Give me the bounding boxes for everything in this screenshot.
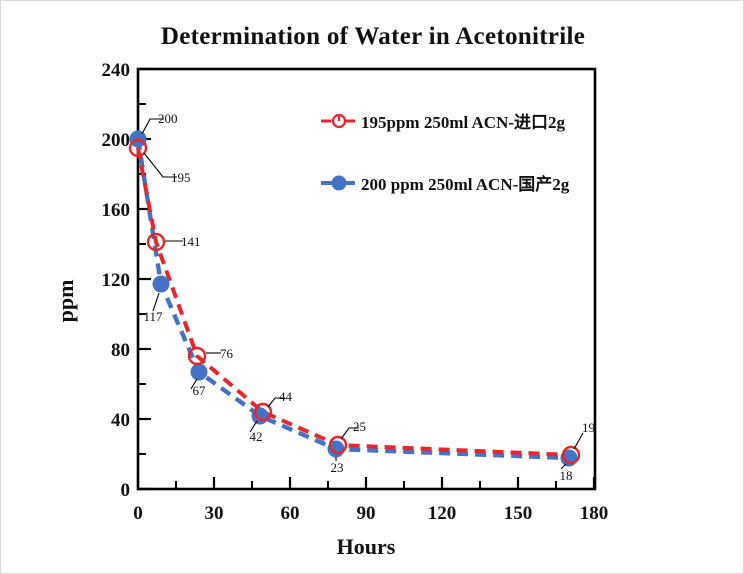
x-minor-ticks — [175, 481, 557, 489]
legend-label-blue: 200 ppm 250ml ACN-国产2g — [361, 174, 570, 194]
data-point-blue-67[interactable] — [190, 363, 208, 381]
y-axis-title: ppm — [53, 280, 78, 323]
y-tick-120: 120 — [102, 270, 151, 291]
x-tick-label-120: 120 — [428, 503, 457, 524]
series-markers-red — [128, 138, 581, 465]
series-line-blue — [135, 138, 570, 461]
x-tick-0: 0 — [133, 477, 143, 524]
y-tick-label-0: 0 — [121, 480, 131, 501]
series-line-red — [136, 147, 572, 457]
point-label-25: 25 — [353, 419, 366, 434]
point-annotation-141: 141 — [165, 234, 201, 249]
point-label-19: 19 — [582, 420, 595, 435]
point-annotation-25: 25 — [340, 419, 366, 440]
x-tick-180: 180 — [580, 477, 609, 524]
point-label-141: 141 — [181, 234, 201, 249]
point-label-195: 195 — [171, 170, 191, 185]
x-tick-label-180: 180 — [580, 503, 609, 524]
x-tick-label-0: 0 — [133, 503, 143, 524]
x-tick-60: 60 — [281, 477, 300, 524]
point-annotation-19: 19 — [573, 420, 595, 450]
point-label-44: 44 — [279, 389, 293, 404]
point-label-76: 76 — [220, 346, 234, 361]
point-annotation-76: 76 — [206, 346, 234, 361]
data-point-blue-117[interactable] — [152, 275, 170, 293]
point-annotation-23: 23 — [331, 457, 344, 475]
x-axis-title: Hours — [337, 534, 396, 559]
y-tick-80: 80 — [111, 340, 151, 361]
y-tick-label-80: 80 — [111, 340, 130, 361]
x-tick-label-90: 90 — [357, 503, 376, 524]
chart-title: Determination of Water in Acetonitrile — [160, 23, 586, 50]
y-tick-label-200: 200 — [102, 130, 131, 151]
x-tick-label-30: 30 — [205, 503, 224, 524]
point-label-200: 200 — [158, 111, 178, 126]
point-annotation-18: 18 — [560, 463, 573, 483]
point-label-67: 67 — [193, 383, 207, 398]
legend-entry-blue[interactable]: 200 ppm 250ml ACN-国产2g — [321, 174, 570, 194]
y-tick-label-120: 120 — [102, 270, 131, 291]
point-annotation-67: 67 — [190, 378, 207, 398]
legend-marker-filled-circle-blue — [331, 175, 347, 191]
x-tick-30: 30 — [205, 477, 224, 524]
data-point-red-44[interactable] — [253, 402, 273, 422]
data-point-red-141[interactable] — [146, 232, 166, 252]
y-tick-240: 240 — [102, 60, 151, 81]
x-tick-label-150: 150 — [504, 503, 533, 524]
point-label-42: 42 — [250, 429, 263, 444]
data-point-red-76[interactable] — [187, 346, 207, 366]
data-point-red-195[interactable] — [128, 138, 148, 158]
y-tick-160: 160 — [102, 200, 151, 221]
x-axis: 0 30 60 90 120 150 — [133, 477, 608, 524]
y-tick-label-160: 160 — [102, 200, 131, 221]
x-tick-label-60: 60 — [281, 503, 300, 524]
chart-legend: 195ppm 250ml ACN-进口2g 200 ppm 250ml ACN-… — [321, 113, 570, 194]
data-point-red-19[interactable] — [561, 445, 581, 465]
legend-entry-red[interactable]: 195ppm 250ml ACN-进口2g — [321, 113, 566, 132]
y-tick-0: 0 — [121, 480, 151, 501]
plot-frame — [136, 67, 597, 491]
point-label-23: 23 — [331, 460, 344, 475]
y-tick-label-40: 40 — [111, 410, 130, 431]
point-annotation-44: 44 — [267, 389, 293, 408]
point-label-117: 117 — [143, 309, 163, 324]
point-annotation-42: 42 — [250, 420, 263, 444]
y-tick-label-240: 240 — [102, 60, 131, 81]
point-annotation-200: 200 — [141, 111, 178, 135]
legend-label-red: 195ppm 250ml ACN-进口2g — [361, 113, 566, 132]
point-annotation-195: 195 — [143, 152, 191, 185]
x-tick-120: 120 — [428, 477, 457, 524]
point-label-18: 18 — [560, 468, 573, 483]
y-tick-40: 40 — [111, 410, 151, 431]
y-axis: 240 200 160 120 80 40 — [102, 60, 151, 501]
data-point-red-25[interactable] — [328, 435, 348, 455]
point-annotation-117: 117 — [143, 292, 163, 324]
x-tick-90: 90 — [357, 477, 376, 524]
x-tick-150: 150 — [504, 477, 533, 524]
